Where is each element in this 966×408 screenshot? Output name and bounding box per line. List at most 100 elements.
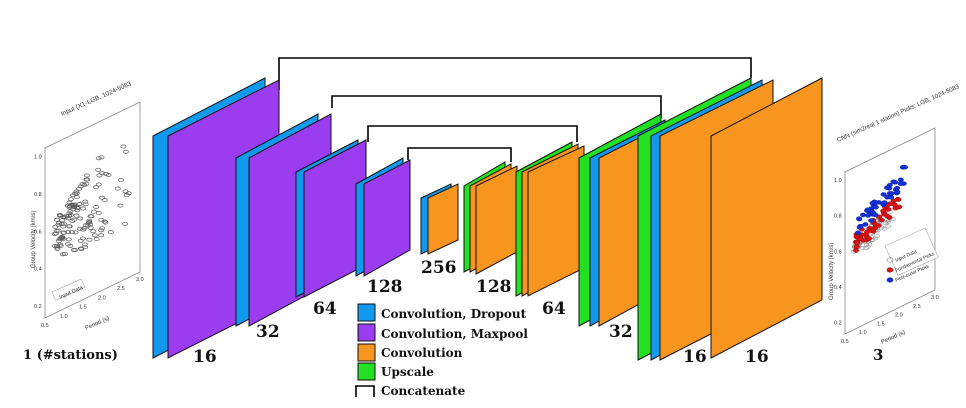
legend-swatch-conv [357,343,376,362]
input-data-point [82,223,89,228]
first-order-pick-point [890,179,897,185]
fundamental-pick-point [853,248,860,253]
first-order-pick-point [897,181,904,186]
input-data-point [71,205,77,210]
input-data-point [118,178,125,183]
input-ytick: 0.6 [34,229,42,235]
input-data-point [57,236,64,241]
input-data-point [122,149,129,154]
first-order-pick-point [894,185,901,191]
input-data-point [66,224,73,229]
input-xtick: 2.0 [98,295,106,301]
output-ytick: 0.4 [834,285,842,291]
input-plot-yticks: 1.0 0.8 0.6 0.4 0.2 [34,155,42,311]
first-order-pick-point [854,230,861,236]
input-data-point [98,228,105,233]
skip-connection-128 [407,147,512,162]
fundamental-pick-point [853,244,860,250]
first-order-pick-point [888,195,895,200]
first-order-pick-point [862,222,869,227]
input-data-point [52,224,59,229]
first-order-pick-point [856,224,863,230]
input-data-point [60,230,67,235]
input-data-point [107,230,114,235]
input-data-point [93,185,100,190]
input-data-point [76,186,83,191]
first-order-pick-point [872,204,879,210]
input-data-point [70,247,77,252]
input-data-point [96,173,103,178]
layer-label-16-decoder: 16 [683,347,707,367]
input-data-point [76,202,83,207]
input-data-point [72,230,79,235]
output-ytick: 0.6 [834,249,842,255]
output-input-point [885,224,891,229]
output-plot-points [851,164,908,254]
input-data-point [84,177,91,182]
input-data-point [99,226,106,231]
legend-label-upscale: Upscale [381,365,434,379]
input-data-point [125,191,132,196]
decoder-block-128 [463,161,518,275]
input-plot: Input (X1-LGB, 1024-5083 1.00.80.60.40.2… [31,80,144,332]
legend-swatch-upscale [357,362,376,381]
input-plot-xlabel: Period (s) [84,316,110,332]
input-data-point [82,202,89,207]
input-data-point [53,228,60,233]
legend-label-dropout: Convolution, Dropout [381,307,527,321]
legend: Convolution, Dropout Convolution, Maxpoo… [355,303,528,398]
output-ytick: 0.2 [834,321,842,327]
layer-label-64-encoder: 64 [313,299,337,319]
output-plot-title: CNN (sim2real 1 station) Picks: LGB, 102… [836,83,961,144]
output-xtick: 1.5 [877,321,885,327]
input-plot-ylabel: Group Velocity (km/s) [31,211,37,268]
legend-label-concat: Concatenate [381,384,466,398]
skip-connection-16 [278,57,752,90]
legend-label-conv: Convolution [381,346,463,360]
output-xtick: 0.5 [841,339,849,345]
skip-connections [278,57,752,162]
fundamental-pick-point [866,236,873,241]
fundamental-pick-point [880,208,887,214]
conv-layer [710,77,823,359]
fundamental-pick-point [895,197,902,202]
input-data-point [75,206,81,210]
output-plot: CNN (sim2real 1 station) Picks: LGB, 102… [829,83,961,346]
fundamental-pick-point [875,223,882,228]
input-data-point [77,216,84,221]
legend-swatch-concat [355,385,375,397]
input-ytick: 0.2 [34,304,42,310]
output-ytick: 0.8 [834,214,842,220]
input-xtick: 1.0 [60,314,68,320]
first-order-pick-point [894,189,901,195]
input-data-point [67,197,74,202]
output-input-point [874,234,880,239]
input-data-point [73,189,80,194]
input-data-point [84,173,90,178]
conv-layer [427,183,459,255]
output-plot-frame [844,127,936,335]
input-data-point [71,217,78,222]
first-order-pick-point [868,218,875,223]
output-xtick: 2.0 [895,313,903,319]
first-order-pick-point [865,213,872,218]
input-data-point [55,222,62,227]
skip-connection-64 [367,125,578,142]
input-data-point [65,230,72,235]
input-data-point [86,218,93,223]
output-xtick: 3.0 [931,295,939,301]
input-data-point [93,205,100,209]
output-input-point [881,226,888,231]
input-data-point [57,243,64,248]
input-data-point [117,203,124,208]
input-plot-xticks: 0.5 1.0 1.5 2.0 2.5 3.0 [41,277,144,329]
legend-swatch-dropout [357,303,376,322]
first-order-pick-point [881,200,888,205]
output-input-point [882,221,889,226]
input-data-point [69,230,75,235]
conv-layer [527,145,585,297]
first-order-pick-point [888,191,895,196]
input-data-point [101,219,108,224]
output-legend-marker [886,257,894,263]
